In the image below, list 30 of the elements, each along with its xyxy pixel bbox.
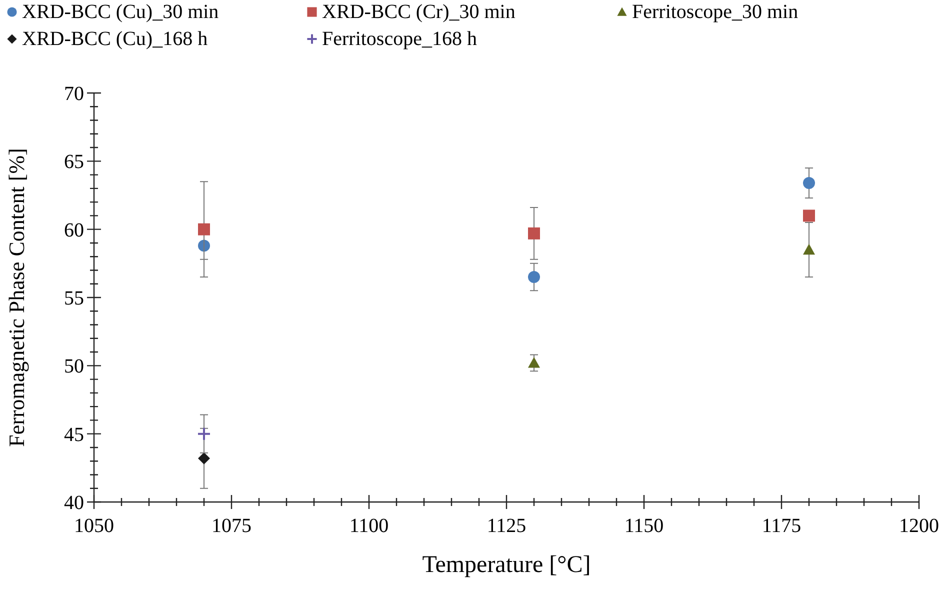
x-tick-label: 1175 [762,515,802,537]
y-tick-label: 70 [64,83,84,105]
point [198,452,210,464]
point [528,271,540,284]
point [803,210,815,222]
legend-label: XRD-BCC (Cr)_30 min [322,1,516,23]
y-tick-label: 55 [64,288,84,310]
point [528,356,540,368]
point [803,244,815,255]
point [528,227,540,240]
y-tick-label: 50 [64,356,84,378]
point [803,176,815,189]
x-tick-label: 1075 [212,515,252,537]
x-tick-label: 1050 [74,515,114,537]
point [197,426,211,441]
legend-label: Ferritoscope_30 min [632,1,798,23]
y-tick-label: 65 [64,151,84,174]
x-tick-label: 1125 [486,515,526,537]
y-tick-label: 60 [64,219,84,242]
y-tick-label: 40 [64,492,84,514]
x-tick-label: 1100 [349,515,389,537]
x-tick-label: 1200 [899,515,939,537]
x-axis-title: Temperature [°C] [422,552,591,578]
legend-label: Ferritoscope_168 h [322,28,477,50]
y-tick-label: 45 [64,424,84,446]
legend-label: XRD-BCC (Cu)_168 h [22,28,208,50]
point [198,223,210,236]
legend-label: XRD-BCC (Cu)_30 min [22,1,219,23]
x-tick-label: 1150 [624,515,664,537]
y-axis-title: Ferromagnetic Phase Content [%] [4,148,29,447]
